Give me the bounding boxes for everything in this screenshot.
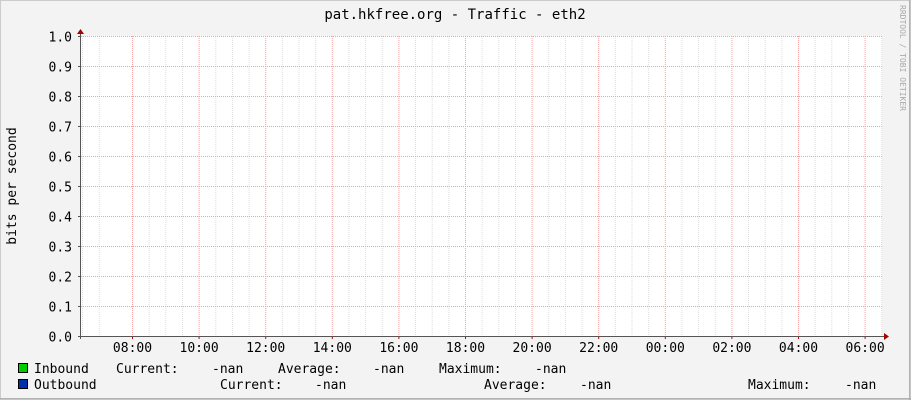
y-tick-label: 0.1 xyxy=(49,301,72,316)
y-tick-label: 0.0 xyxy=(49,331,72,346)
x-tick-label: 16:00 xyxy=(379,341,418,356)
x-tick-label: 04:00 xyxy=(779,341,818,356)
x-tick-label: 12:00 xyxy=(246,341,285,356)
x-tick-label: 22:00 xyxy=(579,341,618,356)
outbound-maximum-label: Maximum: xyxy=(748,378,811,393)
y-tick-label: 0.5 xyxy=(49,181,72,196)
x-tick-label: 18:00 xyxy=(446,341,485,356)
y-tick-label: 0.9 xyxy=(49,61,72,76)
y-axis-label: bits per second xyxy=(5,127,20,244)
x-tick-label: 06:00 xyxy=(846,341,885,356)
inbound-legend-swatch xyxy=(18,363,28,373)
y-tick-label: 1.0 xyxy=(49,31,72,46)
inbound-average-label: Average: xyxy=(278,362,341,377)
outbound-current-label: Current: xyxy=(220,378,283,393)
outbound-maximum-value: -nan xyxy=(845,378,876,393)
y-tick-label: 0.6 xyxy=(49,151,72,166)
inbound-maximum-label: Maximum: xyxy=(439,362,502,377)
x-tick-label: 10:00 xyxy=(180,341,219,356)
y-tick-label: 0.3 xyxy=(49,241,72,256)
outbound-average-value: -nan xyxy=(580,378,611,393)
x-axis-arrow xyxy=(884,333,889,340)
x-tick-label: 20:00 xyxy=(513,341,552,356)
inbound-maximum-value: -nan xyxy=(535,362,566,377)
inbound-current-label: Current: xyxy=(116,362,179,377)
y-tick-label: 0.7 xyxy=(49,121,72,136)
x-tick-label: 00:00 xyxy=(646,341,685,356)
y-tick-label: 0.8 xyxy=(49,91,72,106)
y-tick-label: 0.4 xyxy=(49,211,73,226)
outbound-legend-swatch xyxy=(18,379,28,389)
y-tick-label: 0.2 xyxy=(49,271,72,286)
inbound-legend-name: Inbound xyxy=(34,362,89,377)
outbound-legend-name: Outbound xyxy=(34,378,97,393)
chart-title: pat.hkfree.org - Traffic - eth2 xyxy=(324,7,585,23)
inbound-average-value: -nan xyxy=(373,362,404,377)
x-tick-label: 02:00 xyxy=(712,341,751,356)
outbound-average-label: Average: xyxy=(484,378,547,393)
x-tick-label: 08:00 xyxy=(113,341,152,356)
x-tick-label: 14:00 xyxy=(313,341,352,356)
outbound-current-value: -nan xyxy=(315,378,346,393)
watermark: RRDTOOL / TOBI OETIKER xyxy=(898,5,907,111)
y-axis-arrow xyxy=(77,29,84,34)
inbound-current-value: -nan xyxy=(212,362,243,377)
